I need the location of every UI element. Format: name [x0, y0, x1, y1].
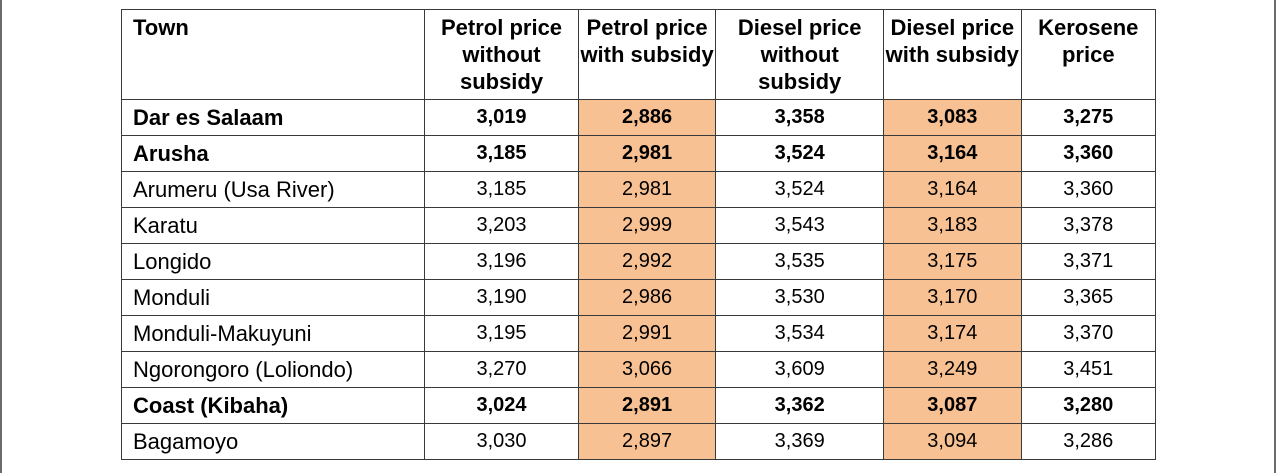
- cell-diesel-with-subsidy: 3,174: [883, 315, 1022, 352]
- cell-town: Arusha: [120, 135, 426, 172]
- table-header-row: Town Petrol price without subsidy Petrol…: [120, 9, 1157, 100]
- cell-petrol-with-subsidy: 2,891: [577, 387, 717, 424]
- cell-town: Monduli: [120, 279, 426, 316]
- header-petrol-with-subsidy: Petrol price with subsidy: [577, 9, 717, 100]
- cell-petrol-with-subsidy: 2,886: [577, 99, 717, 136]
- cell-kerosene: 3,371: [1020, 243, 1157, 280]
- cell-town: Coast (Kibaha): [120, 387, 426, 424]
- page-right-edge: [1274, 0, 1276, 473]
- cell-petrol-with-subsidy: 2,992: [577, 243, 717, 280]
- cell-town: Karatu: [120, 207, 426, 244]
- header-diesel-without-subsidy: Diesel price without subsidy: [715, 9, 885, 100]
- page-left-edge: [0, 0, 2, 473]
- cell-diesel-without-subsidy: 3,535: [715, 243, 885, 280]
- cell-diesel-without-subsidy: 3,369: [715, 423, 885, 460]
- cell-diesel-without-subsidy: 3,534: [715, 315, 885, 352]
- table-row: Arusha 3,185 2,981 3,524 3,164 3,360: [120, 135, 1157, 172]
- cell-petrol-without-subsidy: 3,030: [424, 423, 579, 460]
- table-row: Arumeru (Usa River) 3,185 2,981 3,524 3,164 3…: [120, 171, 1157, 208]
- cell-town: Arumeru (Usa River): [120, 171, 426, 208]
- header-town: Town: [120, 9, 426, 100]
- cell-petrol-without-subsidy: 3,024: [424, 387, 579, 424]
- cell-petrol-with-subsidy: 2,999: [577, 207, 717, 244]
- cell-petrol-without-subsidy: 3,270: [424, 351, 579, 388]
- cell-petrol-without-subsidy: 3,190: [424, 279, 579, 316]
- cell-town: Bagamoyo: [120, 423, 426, 460]
- table-row: Monduli-Makuyuni 3,195 2,991 3,534 3,174 3,37…: [120, 315, 1157, 352]
- cell-diesel-with-subsidy: 3,183: [883, 207, 1022, 244]
- table-row: Bagamoyo 3,030 2,897 3,369 3,094 3,286: [120, 423, 1157, 460]
- table-row: Ngorongoro (Loliondo) 3,270 3,066 3,609 3,24…: [120, 351, 1157, 388]
- header-kerosene: Kerosene price: [1020, 9, 1157, 100]
- cell-petrol-without-subsidy: 3,203: [424, 207, 579, 244]
- cell-diesel-with-subsidy: 3,164: [883, 171, 1022, 208]
- cell-diesel-without-subsidy: 3,362: [715, 387, 885, 424]
- cell-petrol-with-subsidy: 2,897: [577, 423, 717, 460]
- table-row: Karatu 3,203 2,999 3,543 3,183 3,378: [120, 207, 1157, 244]
- header-diesel-with-subsidy: Diesel price with subsidy: [883, 9, 1022, 100]
- cell-kerosene: 3,378: [1020, 207, 1157, 244]
- cell-diesel-with-subsidy: 3,164: [883, 135, 1022, 172]
- cell-diesel-with-subsidy: 3,175: [883, 243, 1022, 280]
- cell-kerosene: 3,365: [1020, 279, 1157, 316]
- cell-town: Longido: [120, 243, 426, 280]
- cell-petrol-without-subsidy: 3,196: [424, 243, 579, 280]
- table-row: Dar es Salaam 3,019 2,886 3,358 3,083 3,275: [120, 99, 1157, 136]
- cell-town: Monduli-Makuyuni: [120, 315, 426, 352]
- cell-town: Dar es Salaam: [120, 99, 426, 136]
- cell-kerosene: 3,286: [1020, 423, 1157, 460]
- cell-diesel-with-subsidy: 3,170: [883, 279, 1022, 316]
- cell-kerosene: 3,360: [1020, 135, 1157, 172]
- table-row: Longido 3,196 2,992 3,535 3,175 3,371: [120, 243, 1157, 280]
- cell-petrol-with-subsidy: 2,986: [577, 279, 717, 316]
- table-body: Dar es Salaam 3,019 2,886 3,358 3,083 3,275 Ar…: [120, 99, 1157, 460]
- table-row: Monduli 3,190 2,986 3,530 3,170 3,365: [120, 279, 1157, 316]
- cell-diesel-without-subsidy: 3,524: [715, 135, 885, 172]
- cell-kerosene: 3,451: [1020, 351, 1157, 388]
- cell-petrol-without-subsidy: 3,185: [424, 135, 579, 172]
- cell-kerosene: 3,370: [1020, 315, 1157, 352]
- cell-petrol-without-subsidy: 3,019: [424, 99, 579, 136]
- cell-diesel-with-subsidy: 3,087: [883, 387, 1022, 424]
- cell-diesel-without-subsidy: 3,543: [715, 207, 885, 244]
- cell-kerosene: 3,275: [1020, 99, 1157, 136]
- table-row: Coast (Kibaha) 3,024 2,891 3,362 3,087 3,280: [120, 387, 1157, 424]
- cell-diesel-with-subsidy: 3,249: [883, 351, 1022, 388]
- header-petrol-without-subsidy: Petrol price without subsidy: [424, 9, 579, 100]
- cell-kerosene: 3,280: [1020, 387, 1157, 424]
- cell-diesel-with-subsidy: 3,094: [883, 423, 1022, 460]
- cell-petrol-with-subsidy: 3,066: [577, 351, 717, 388]
- cell-diesel-without-subsidy: 3,530: [715, 279, 885, 316]
- cell-petrol-without-subsidy: 3,195: [424, 315, 579, 352]
- cell-diesel-without-subsidy: 3,358: [715, 99, 885, 136]
- cell-petrol-with-subsidy: 2,981: [577, 171, 717, 208]
- cell-kerosene: 3,360: [1020, 171, 1157, 208]
- fuel-price-table: Town Petrol price without subsidy Petrol…: [120, 9, 1157, 460]
- cell-petrol-with-subsidy: 2,991: [577, 315, 717, 352]
- cell-diesel-without-subsidy: 3,609: [715, 351, 885, 388]
- cell-town: Ngorongoro (Loliondo): [120, 351, 426, 388]
- cell-petrol-with-subsidy: 2,981: [577, 135, 717, 172]
- cell-diesel-with-subsidy: 3,083: [883, 99, 1022, 136]
- cell-petrol-without-subsidy: 3,185: [424, 171, 579, 208]
- cell-diesel-without-subsidy: 3,524: [715, 171, 885, 208]
